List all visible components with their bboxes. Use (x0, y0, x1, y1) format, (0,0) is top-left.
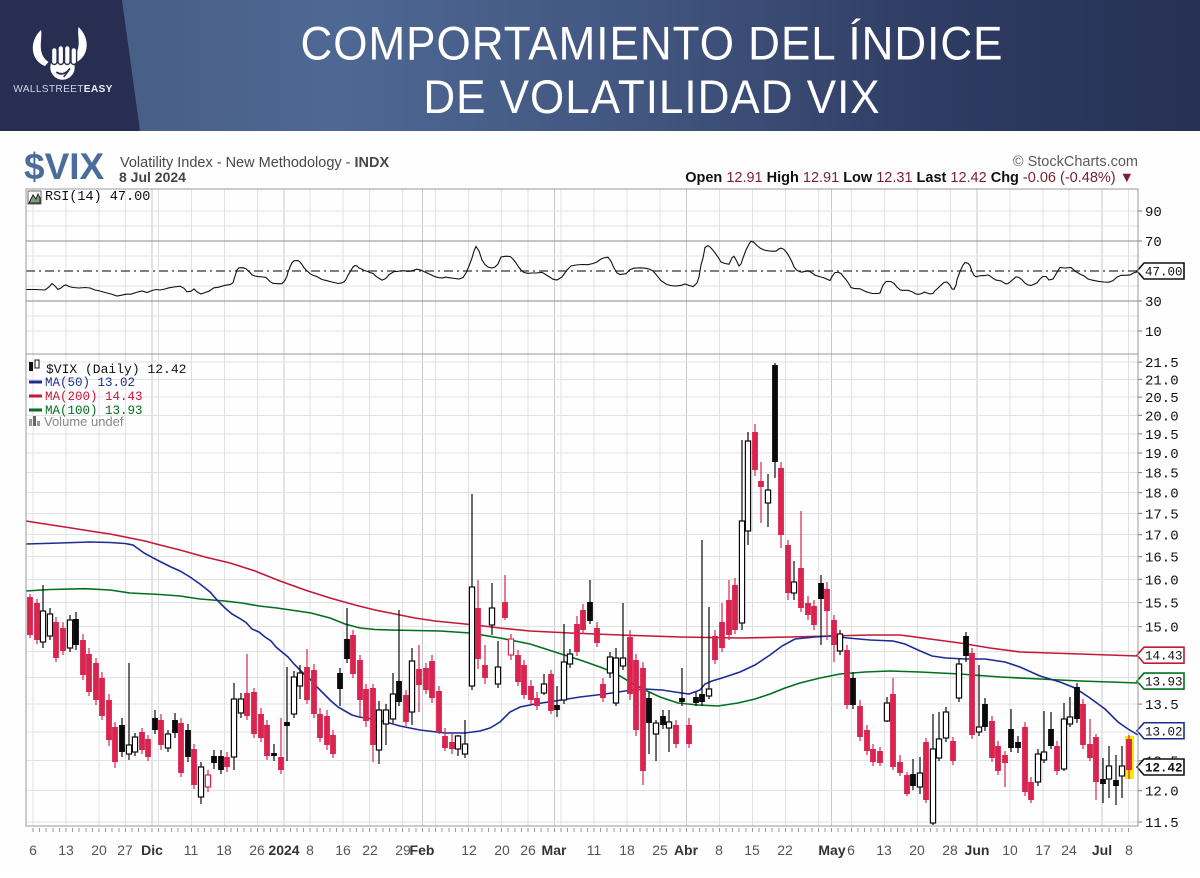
svg-text:11.5: 11.5 (1145, 816, 1179, 832)
svg-text:RSI(14) 47.00: RSI(14) 47.00 (45, 190, 150, 205)
svg-text:2024: 2024 (268, 842, 299, 858)
svg-text:12.42: 12.42 (1145, 762, 1183, 776)
svg-text:18: 18 (619, 842, 635, 858)
svg-text:MA(100) 13.93: MA(100) 13.93 (45, 404, 143, 418)
svg-text:16: 16 (335, 842, 351, 858)
svg-text:15.0: 15.0 (1145, 621, 1179, 637)
svg-text:12.0: 12.0 (1145, 785, 1179, 801)
svg-text:26: 26 (249, 842, 265, 858)
svg-text:21.0: 21.0 (1145, 373, 1179, 389)
svg-text:12: 12 (461, 842, 477, 858)
svg-text:26: 26 (520, 842, 536, 858)
svg-text:Volatility Index - New Methodo: Volatility Index - New Methodology - IND… (120, 155, 390, 171)
svg-text:16.5: 16.5 (1145, 551, 1179, 567)
svg-text:Volume undef: Volume undef (44, 414, 124, 429)
svg-text:27: 27 (117, 842, 133, 858)
svg-text:70: 70 (1145, 235, 1162, 251)
svg-text:8: 8 (715, 842, 723, 858)
svg-text:22: 22 (362, 842, 378, 858)
svg-text:24: 24 (1061, 842, 1077, 858)
svg-text:6: 6 (847, 842, 855, 858)
svg-text:20: 20 (91, 842, 107, 858)
svg-text:20.0: 20.0 (1145, 409, 1179, 425)
svg-text:Feb: Feb (410, 842, 435, 858)
svg-text:17: 17 (1035, 842, 1051, 858)
svg-text:© StockCharts.com: © StockCharts.com (1013, 154, 1138, 170)
svg-text:8 Jul 2024: 8 Jul 2024 (119, 169, 186, 185)
svg-text:19.5: 19.5 (1145, 428, 1179, 444)
svg-text:15: 15 (744, 842, 760, 858)
svg-text:MA(200) 14.43: MA(200) 14.43 (45, 390, 143, 404)
svg-text:19.0: 19.0 (1145, 447, 1179, 463)
svg-text:$VIX (Daily) 12.42: $VIX (Daily) 12.42 (46, 362, 186, 377)
svg-text:Jun: Jun (965, 842, 990, 858)
svg-text:8: 8 (1125, 842, 1133, 858)
svg-text:15.5: 15.5 (1145, 597, 1179, 613)
svg-text:20: 20 (494, 842, 510, 858)
svg-text:47.00: 47.00 (1145, 266, 1183, 280)
svg-text:30: 30 (1145, 295, 1162, 311)
svg-text:21.5: 21.5 (1145, 356, 1179, 372)
svg-text:90: 90 (1145, 205, 1162, 221)
svg-text:11: 11 (184, 842, 199, 858)
svg-text:Dic: Dic (141, 842, 163, 858)
svg-text:10: 10 (1002, 842, 1018, 858)
svg-text:20: 20 (909, 842, 925, 858)
svg-text:18: 18 (216, 842, 232, 858)
svg-text:$VIX: $VIX (24, 146, 105, 187)
svg-text:25: 25 (652, 842, 668, 858)
svg-text:8: 8 (306, 842, 314, 858)
svg-text:20.5: 20.5 (1145, 391, 1179, 407)
svg-text:13: 13 (876, 842, 892, 858)
svg-text:WALLSTREETEASY: WALLSTREETEASY (13, 84, 113, 95)
svg-text:Open 12.91 High 12.91 Low 12.3: Open 12.91 High 12.91 Low 12.31 Last 12.… (685, 170, 1134, 186)
svg-text:13.5: 13.5 (1145, 698, 1179, 714)
svg-text:14.43: 14.43 (1145, 650, 1183, 664)
svg-text:13.02: 13.02 (1145, 725, 1183, 739)
svg-text:13: 13 (58, 842, 74, 858)
svg-text:6: 6 (29, 842, 37, 858)
svg-text:13.93: 13.93 (1145, 676, 1183, 690)
svg-text:28: 28 (942, 842, 958, 858)
svg-text:MA(50) 13.02: MA(50) 13.02 (45, 376, 135, 390)
svg-text:18.5: 18.5 (1145, 467, 1179, 483)
svg-text:Abr: Abr (674, 842, 699, 858)
svg-text:22: 22 (777, 842, 793, 858)
svg-text:17.5: 17.5 (1145, 507, 1179, 523)
svg-text:18.0: 18.0 (1145, 487, 1179, 503)
svg-text:May: May (818, 842, 845, 858)
svg-text:10: 10 (1145, 325, 1162, 341)
svg-text:16.0: 16.0 (1145, 573, 1179, 589)
svg-text:29: 29 (395, 842, 411, 858)
svg-text:Mar: Mar (542, 842, 567, 858)
svg-text:Jul: Jul (1092, 842, 1112, 858)
svg-text:17.0: 17.0 (1145, 529, 1179, 545)
svg-text:11: 11 (587, 842, 602, 858)
